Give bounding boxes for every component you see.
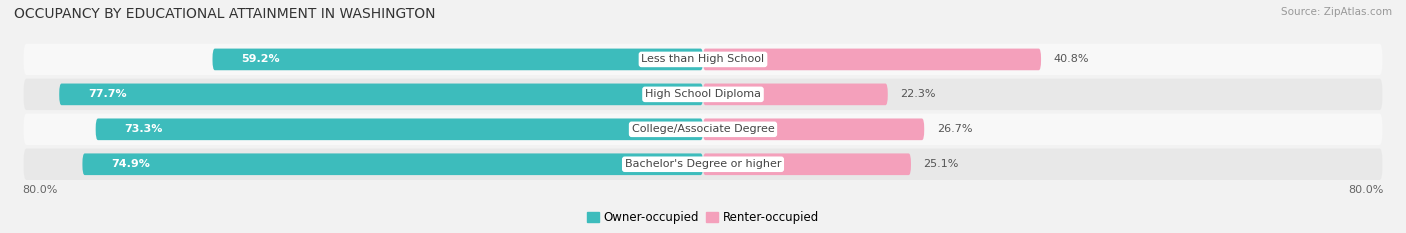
FancyBboxPatch shape (83, 154, 703, 175)
Text: 25.1%: 25.1% (924, 159, 959, 169)
FancyBboxPatch shape (703, 49, 1040, 70)
Legend: Owner-occupied, Renter-occupied: Owner-occupied, Renter-occupied (582, 206, 824, 229)
Text: Source: ZipAtlas.com: Source: ZipAtlas.com (1281, 7, 1392, 17)
FancyBboxPatch shape (24, 114, 1382, 145)
Text: 74.9%: 74.9% (111, 159, 150, 169)
Text: 59.2%: 59.2% (242, 55, 280, 64)
Text: 40.8%: 40.8% (1053, 55, 1090, 64)
FancyBboxPatch shape (703, 84, 887, 105)
Text: Bachelor's Degree or higher: Bachelor's Degree or higher (624, 159, 782, 169)
Text: College/Associate Degree: College/Associate Degree (631, 124, 775, 134)
FancyBboxPatch shape (703, 118, 924, 140)
Text: High School Diploma: High School Diploma (645, 89, 761, 99)
Text: 22.3%: 22.3% (900, 89, 935, 99)
Text: OCCUPANCY BY EDUCATIONAL ATTAINMENT IN WASHINGTON: OCCUPANCY BY EDUCATIONAL ATTAINMENT IN W… (14, 7, 436, 21)
Text: 77.7%: 77.7% (89, 89, 127, 99)
Text: Less than High School: Less than High School (641, 55, 765, 64)
FancyBboxPatch shape (96, 118, 703, 140)
FancyBboxPatch shape (212, 49, 703, 70)
Text: 73.3%: 73.3% (125, 124, 163, 134)
FancyBboxPatch shape (24, 79, 1382, 110)
Text: 26.7%: 26.7% (936, 124, 972, 134)
FancyBboxPatch shape (24, 44, 1382, 75)
FancyBboxPatch shape (703, 154, 911, 175)
FancyBboxPatch shape (24, 149, 1382, 180)
FancyBboxPatch shape (59, 84, 703, 105)
